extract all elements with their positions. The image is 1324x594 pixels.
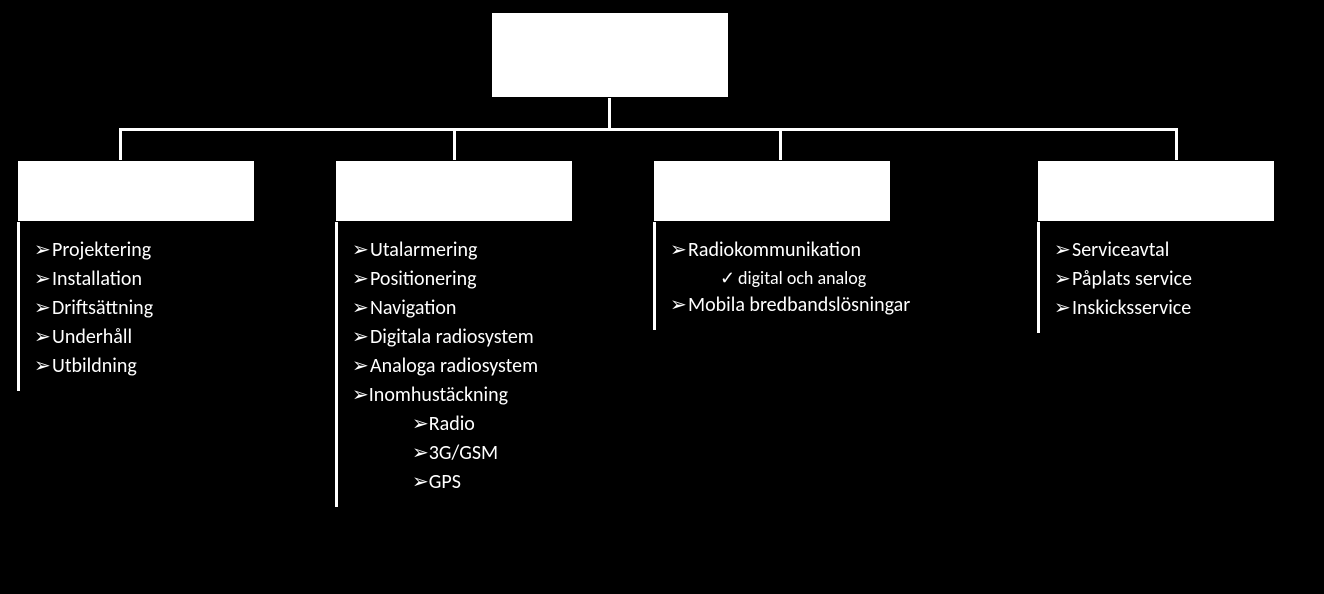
list-item: ➢Inomhustäckning — [352, 381, 618, 410]
list-item: ➢Serviceavtal — [1054, 236, 1290, 265]
item-text: 3G/GSM — [429, 441, 498, 465]
item-text: Utalarmering — [370, 238, 477, 262]
chevron-icon: ➢ — [352, 265, 370, 294]
chevron-icon: ➢ — [34, 236, 52, 265]
list-item: ➢Påplats service — [1054, 265, 1290, 294]
connector-drop-2 — [779, 128, 782, 160]
column-panel-1: ➢Utalarmering➢Positionering➢Navigation➢D… — [335, 222, 628, 507]
chevron-icon: ➢ — [352, 294, 370, 323]
child-node-box-0 — [17, 160, 255, 222]
chevron-icon: ➢ — [670, 236, 688, 265]
item-text: Inskicksservice — [1072, 296, 1191, 320]
connector-drop-3 — [1175, 128, 1178, 160]
connector-hbar — [119, 128, 1177, 131]
list-item: ➢GPS — [352, 468, 618, 497]
chevron-icon: ➢ — [412, 441, 429, 465]
item-text: Analoga radiosystem — [370, 354, 538, 378]
chevron-icon: ➢ — [34, 265, 52, 294]
column-content-0: ➢Projektering➢Installation➢Driftsättning… — [20, 222, 300, 391]
column-content-2: ➢Radiokommunikation✓digital och analog➢M… — [656, 222, 1016, 330]
chevron-icon: ➢ — [1054, 294, 1072, 323]
list-item: ➢Utbildning — [34, 352, 290, 381]
check-icon: ✓ — [720, 265, 738, 291]
item-text: digital och analog — [738, 267, 866, 289]
chevron-icon: ➢ — [670, 291, 688, 320]
column-content-3: ➢Serviceavtal➢Påplats service➢Inskicksse… — [1040, 222, 1300, 333]
list-item: ➢Radio — [352, 410, 618, 439]
list-item: ➢Digitala radiosystem — [352, 323, 618, 352]
item-text: Driftsättning — [52, 296, 153, 320]
item-text: Mobila bredbandslösningar — [688, 293, 910, 317]
item-text: Installation — [52, 267, 142, 291]
chevron-icon: ➢ — [412, 470, 429, 494]
chevron-icon: ➢ — [352, 383, 369, 407]
item-text: Utbildning — [52, 354, 137, 378]
chevron-icon: ➢ — [352, 236, 370, 265]
item-text: Positionering — [370, 267, 477, 291]
item-text: Projektering — [52, 238, 151, 262]
item-text: Navigation — [370, 296, 456, 320]
list-item: ➢Driftsättning — [34, 294, 290, 323]
connector-drop-0 — [119, 128, 122, 160]
list-item: ➢Inskicksservice — [1054, 294, 1290, 323]
list-item: ➢Radiokommunikation — [670, 236, 1006, 265]
connector-stem — [608, 98, 611, 130]
chevron-icon: ➢ — [34, 352, 52, 381]
list-item: ➢Mobila bredbandslösningar — [670, 291, 1006, 320]
chevron-icon: ➢ — [352, 352, 370, 381]
list-item: ➢Analoga radiosystem — [352, 352, 618, 381]
column-panel-0: ➢Projektering➢Installation➢Driftsättning… — [17, 222, 300, 391]
chevron-icon: ➢ — [34, 323, 52, 352]
column-panel-3: ➢Serviceavtal➢Påplats service➢Inskicksse… — [1037, 222, 1300, 333]
column-panel-2: ➢Radiokommunikation✓digital och analog➢M… — [653, 222, 1016, 330]
connector-drop-1 — [453, 128, 456, 160]
child-node-box-2 — [653, 160, 891, 222]
item-text: Radiokommunikation — [688, 238, 861, 262]
chevron-icon: ➢ — [34, 294, 52, 323]
list-item: ➢Underhåll — [34, 323, 290, 352]
list-item: ➢3G/GSM — [352, 439, 618, 468]
item-text: Påplats service — [1072, 267, 1192, 291]
item-text: Inomhustäckning — [369, 383, 508, 407]
list-item: ✓digital och analog — [670, 265, 1006, 291]
root-node-box — [491, 12, 729, 98]
list-item: ➢Navigation — [352, 294, 618, 323]
item-text: Digitala radiosystem — [370, 325, 534, 349]
item-text: Underhåll — [52, 325, 132, 349]
list-item: ➢Installation — [34, 265, 290, 294]
list-item: ➢Projektering — [34, 236, 290, 265]
chevron-icon: ➢ — [1054, 236, 1072, 265]
chevron-icon: ➢ — [1054, 265, 1072, 294]
child-node-box-3 — [1037, 160, 1275, 222]
item-text: Radio — [429, 412, 475, 436]
item-text: Serviceavtal — [1072, 238, 1169, 262]
list-item: ➢Utalarmering — [352, 236, 618, 265]
org-chart-canvas: ➢Projektering➢Installation➢Driftsättning… — [0, 0, 1324, 594]
item-text: GPS — [429, 470, 461, 494]
child-node-box-1 — [335, 160, 573, 222]
chevron-icon: ➢ — [352, 323, 370, 352]
list-item: ➢Positionering — [352, 265, 618, 294]
column-content-1: ➢Utalarmering➢Positionering➢Navigation➢D… — [338, 222, 628, 507]
chevron-icon: ➢ — [412, 412, 429, 436]
